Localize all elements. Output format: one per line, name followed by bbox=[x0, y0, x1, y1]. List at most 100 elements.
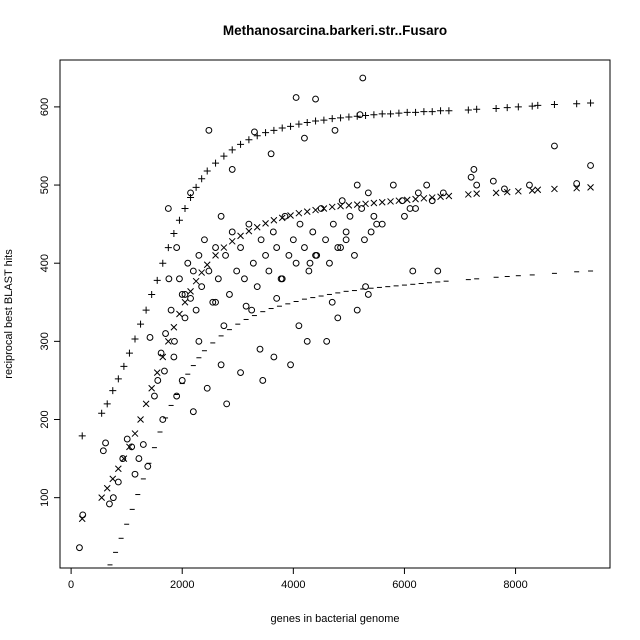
data-point-circle bbox=[353, 181, 361, 189]
data-point-circle bbox=[217, 212, 225, 220]
data-point-x bbox=[109, 475, 117, 483]
data-point-plus bbox=[420, 108, 428, 116]
data-point-circle bbox=[167, 306, 175, 314]
data-point-plus bbox=[198, 175, 206, 183]
data-point-plus bbox=[120, 362, 128, 370]
data-point-circle bbox=[128, 443, 136, 451]
data-point-circle bbox=[389, 181, 397, 189]
data-point-x bbox=[198, 269, 206, 276]
data-point-circle bbox=[102, 439, 109, 447]
data-point-x bbox=[98, 494, 106, 502]
data-point-circle bbox=[489, 177, 497, 185]
data-point-circle bbox=[351, 251, 358, 259]
data-point-circle bbox=[212, 298, 219, 306]
data-point-circle bbox=[228, 228, 236, 236]
data-point-circle bbox=[201, 236, 208, 244]
data-point-x bbox=[220, 244, 228, 251]
data-point-circle bbox=[106, 500, 113, 508]
data-point-circle bbox=[295, 322, 303, 330]
data-point-circle bbox=[187, 294, 194, 302]
data-point-circle bbox=[242, 302, 250, 310]
data-point-circle bbox=[306, 259, 314, 267]
data-point-plus bbox=[437, 107, 445, 115]
data-point-circle bbox=[364, 291, 372, 298]
data-point-circle bbox=[346, 212, 354, 220]
data-point-circle bbox=[267, 150, 275, 158]
data-point-x bbox=[445, 192, 453, 200]
data-point-x bbox=[170, 323, 178, 331]
data-point-circle bbox=[139, 441, 147, 448]
data-point-circle bbox=[178, 291, 186, 298]
data-point-circle bbox=[401, 212, 408, 220]
data-point-circle bbox=[212, 244, 219, 251]
data-point-x bbox=[534, 186, 542, 194]
data-point-circle bbox=[342, 228, 350, 236]
data-point-x bbox=[303, 208, 311, 215]
data-point-plus bbox=[109, 387, 117, 395]
data-point-plus bbox=[387, 110, 395, 118]
data-point-x bbox=[187, 287, 194, 295]
data-point-circle bbox=[269, 228, 277, 236]
data-point-plus bbox=[528, 102, 536, 110]
data-point-circle bbox=[181, 291, 189, 298]
y-tick-label: 600 bbox=[39, 98, 51, 116]
data-point-circle bbox=[281, 212, 289, 220]
data-point-circle bbox=[109, 494, 117, 502]
data-point-circle bbox=[159, 416, 167, 423]
data-point-circle bbox=[144, 463, 152, 470]
data-point-circle bbox=[205, 267, 213, 275]
data-point-circle bbox=[209, 298, 217, 306]
data-point-plus bbox=[228, 146, 236, 154]
data-point-plus bbox=[137, 320, 145, 328]
data-point-circle bbox=[356, 111, 364, 119]
data-point-circle bbox=[292, 259, 300, 267]
data-point-circle bbox=[428, 197, 436, 205]
data-point-plus bbox=[320, 116, 328, 124]
data-point-circle bbox=[99, 447, 107, 455]
data-point-plus bbox=[412, 108, 420, 116]
data-point-x bbox=[295, 209, 303, 217]
data-point-circle bbox=[170, 353, 178, 361]
data-point-plus bbox=[295, 120, 303, 128]
plot-frame bbox=[59, 59, 611, 569]
data-point-circle bbox=[301, 134, 308, 142]
data-point-circle bbox=[173, 392, 181, 400]
data-point-plus bbox=[164, 244, 172, 252]
data-point-plus bbox=[370, 111, 378, 119]
data-point-x bbox=[345, 202, 353, 209]
data-point-plus bbox=[203, 167, 211, 175]
data-point-plus bbox=[587, 99, 595, 107]
data-point-circle bbox=[178, 377, 186, 384]
data-point-circle bbox=[76, 544, 83, 552]
data-point-x bbox=[370, 199, 378, 207]
data-point-plus bbox=[303, 119, 311, 127]
x-tick-label: 6000 bbox=[392, 579, 416, 591]
data-point-x bbox=[387, 198, 394, 205]
data-point-circle bbox=[176, 275, 183, 283]
data-point-plus bbox=[278, 124, 286, 132]
data-point-circle bbox=[223, 400, 231, 408]
data-point-plus bbox=[153, 276, 161, 284]
data-point-circle bbox=[414, 189, 422, 197]
data-point-circle bbox=[114, 478, 122, 486]
data-point-circle bbox=[467, 173, 475, 181]
x-axis-title: genes in bacterial genome bbox=[270, 613, 399, 625]
data-point-x bbox=[212, 252, 219, 259]
y-tick-label: 100 bbox=[39, 488, 51, 506]
data-point-circle bbox=[439, 189, 447, 197]
data-point-circle bbox=[187, 189, 194, 197]
data-point-circle bbox=[220, 322, 228, 330]
x-tick-label: 0 bbox=[68, 579, 74, 591]
data-point-plus bbox=[187, 194, 195, 202]
data-point-circle bbox=[79, 511, 87, 519]
data-point-x bbox=[192, 277, 200, 285]
data-point-plus bbox=[237, 140, 245, 148]
data-point-circle bbox=[312, 95, 319, 103]
data-point-circle bbox=[501, 185, 508, 193]
data-point-circle bbox=[251, 128, 258, 136]
data-point-circle bbox=[370, 212, 378, 220]
data-point-plus bbox=[503, 104, 511, 112]
data-point-circle bbox=[203, 384, 211, 392]
x-tick-label: 2000 bbox=[170, 579, 194, 591]
